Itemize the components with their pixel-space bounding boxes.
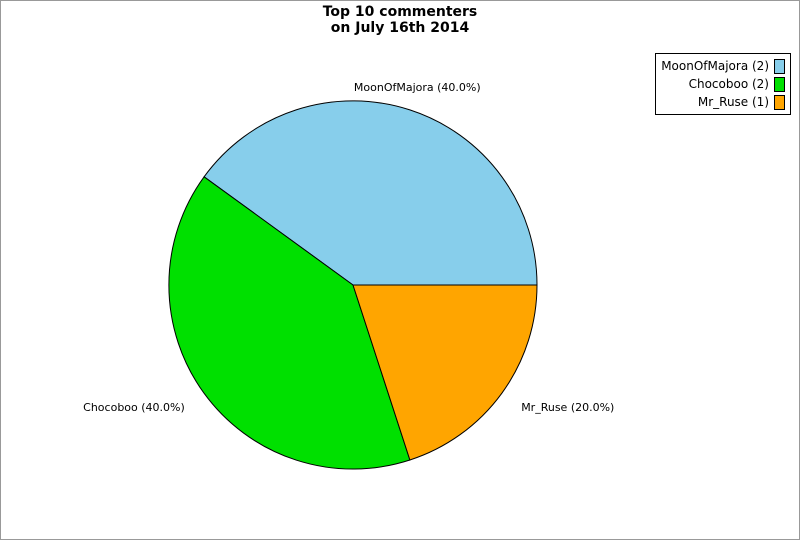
pie-slice-Mr_Ruse xyxy=(352,284,538,461)
pie-slice-label-Mr_Ruse: Mr_Ruse (20.0%) xyxy=(521,401,614,414)
legend-item-label: Mr_Ruse (1) xyxy=(697,95,769,109)
chart-title: Top 10 commenters on July 16th 2014 xyxy=(1,4,799,36)
pie-slice-Chocoboo xyxy=(168,176,411,470)
chart-title-line1: Top 10 commenters xyxy=(322,4,478,20)
pie-slice-label-Chocoboo: Chocoboo (40.0%) xyxy=(83,401,185,414)
legend-item-Chocoboo: Chocoboo (2) xyxy=(661,75,785,93)
legend: MoonOfMajora (2) Chocoboo (2) Mr_Ruse (1) xyxy=(655,53,791,115)
legend-color-swatch xyxy=(774,58,785,74)
legend-color-swatch xyxy=(774,94,785,110)
pie-slice-label-MoonOfMajora: MoonOfMajora (40.0%) xyxy=(354,81,481,94)
legend-items: MoonOfMajora (2) Chocoboo (2) Mr_Ruse (1) xyxy=(661,57,785,111)
legend-item-MoonOfMajora: MoonOfMajora (2) xyxy=(661,57,785,75)
chart-title-line2: on July 16th 2014 xyxy=(330,20,470,36)
legend-item-Mr_Ruse: Mr_Ruse (1) xyxy=(661,93,785,111)
legend-color-swatch xyxy=(774,76,785,92)
pie-slice-MoonOfMajora xyxy=(203,100,538,286)
legend-item-label: Chocoboo (2) xyxy=(688,77,769,91)
legend-item-label: MoonOfMajora (2) xyxy=(661,59,769,73)
